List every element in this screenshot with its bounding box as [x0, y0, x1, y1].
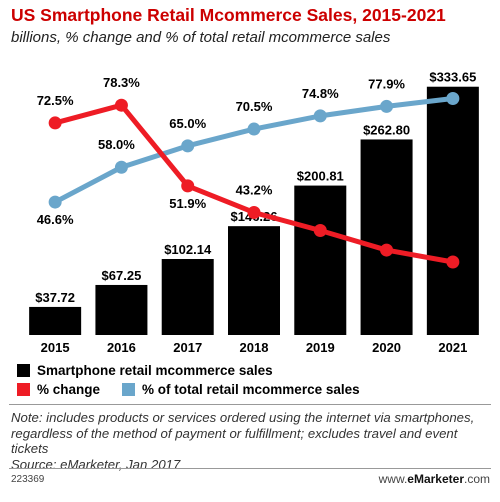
share-series-point-2015: [48, 195, 62, 209]
share-series-label-2016: 58.0%: [98, 137, 135, 152]
legend-label-change: % change: [37, 382, 101, 397]
share-series-point-2020: [380, 99, 394, 113]
bar-2017: [161, 258, 214, 335]
share-series-point-2017: [181, 139, 195, 153]
x-tick-2020: 2020: [372, 340, 401, 355]
combo-chart: $37.72$67.25$102.14$146.26$200.81$262.80…: [29, 70, 479, 355]
x-tick-2017: 2017: [173, 340, 202, 355]
legend-item-share: % of total retail mcommerce sales: [122, 382, 360, 397]
change-series-point-2015: [48, 116, 62, 130]
brand-name: eMarketer: [407, 472, 464, 486]
change-series-point-2018: [247, 205, 261, 219]
brand-prefix: www.: [378, 472, 408, 486]
change-series-label-2015: 72.5%: [37, 93, 74, 108]
legend-row-1: Smartphone retail mcommerce sales: [17, 363, 295, 378]
legend-swatch-change: [17, 383, 30, 396]
legend-row-2: % change % of total retail mcommerce sal…: [17, 382, 382, 397]
legend-item-sales: Smartphone retail mcommerce sales: [17, 363, 273, 378]
bar-2016: [95, 284, 148, 335]
change-series-point-2021: [446, 255, 460, 269]
share-series-label-2021: 80.5%: [434, 108, 471, 123]
x-tick-2018: 2018: [240, 340, 269, 355]
legend-label-sales: Smartphone retail mcommerce sales: [37, 363, 273, 378]
footnote-source: Source: eMarketer, Jan 2017: [11, 456, 181, 472]
footnote-note: Note: includes products or services orde…: [11, 410, 475, 456]
emarketer-logo[interactable]: www.eMarketer.com: [379, 472, 490, 486]
bar-label-2020: $262.80: [363, 122, 410, 137]
chart-subtitle: billions, % change and % of total retail…: [11, 29, 391, 46]
bar-2021: [426, 86, 479, 335]
bar-2019: [294, 185, 347, 335]
change-series-label-2021: 27.0%: [434, 272, 471, 287]
bar-label-2021: $333.65: [429, 70, 476, 85]
share-series-point-2016: [114, 160, 128, 174]
change-series-label-2018: 43.2%: [236, 182, 273, 197]
x-tick-2016: 2016: [107, 340, 136, 355]
chart-title: US Smartphone Retail Mcommerce Sales, 20…: [11, 5, 446, 25]
change-series-point-2016: [114, 98, 128, 112]
legend-item-change: % change: [17, 382, 100, 397]
footnote: Note: includes products or services orde…: [11, 410, 491, 472]
change-series-label-2019: 37.3%: [302, 241, 339, 256]
share-series-point-2019: [313, 109, 327, 123]
share-series-label-2018: 70.5%: [236, 99, 273, 114]
x-tick-2015: 2015: [41, 340, 70, 355]
change-series-point-2019: [313, 224, 327, 238]
bar-2015: [29, 306, 82, 335]
legend-label-share: % of total retail mcommerce sales: [142, 382, 360, 397]
divider-top: [9, 404, 491, 405]
bar-label-2016: $67.25: [102, 268, 142, 283]
share-series-label-2019: 74.8%: [302, 86, 339, 101]
change-series-label-2016: 78.3%: [103, 75, 140, 90]
x-tick-2019: 2019: [306, 340, 335, 355]
change-series-label-2017: 51.9%: [169, 196, 206, 211]
bar-2018: [228, 226, 280, 335]
share-series-point-2021: [446, 91, 460, 105]
share-series-label-2020: 77.9%: [368, 76, 405, 91]
divider-bottom: [9, 468, 491, 469]
chart-id: 223369: [11, 474, 45, 485]
change-series-point-2017: [181, 179, 195, 193]
bar-label-2015: $37.72: [35, 290, 75, 305]
bar-2020: [360, 139, 413, 335]
legend-swatch-sales: [17, 364, 30, 377]
share-series-label-2015: 46.6%: [37, 212, 74, 227]
x-tick-2021: 2021: [438, 340, 467, 355]
change-series-label-2020: 30.9%: [368, 260, 405, 275]
share-series-label-2017: 65.0%: [169, 116, 206, 131]
legend-swatch-share: [122, 383, 136, 396]
bar-label-2019: $200.81: [297, 169, 344, 184]
brand-suffix: .com: [463, 472, 490, 486]
change-series-point-2020: [380, 243, 394, 257]
share-series-point-2018: [247, 122, 261, 136]
bar-label-2017: $102.14: [164, 242, 212, 257]
